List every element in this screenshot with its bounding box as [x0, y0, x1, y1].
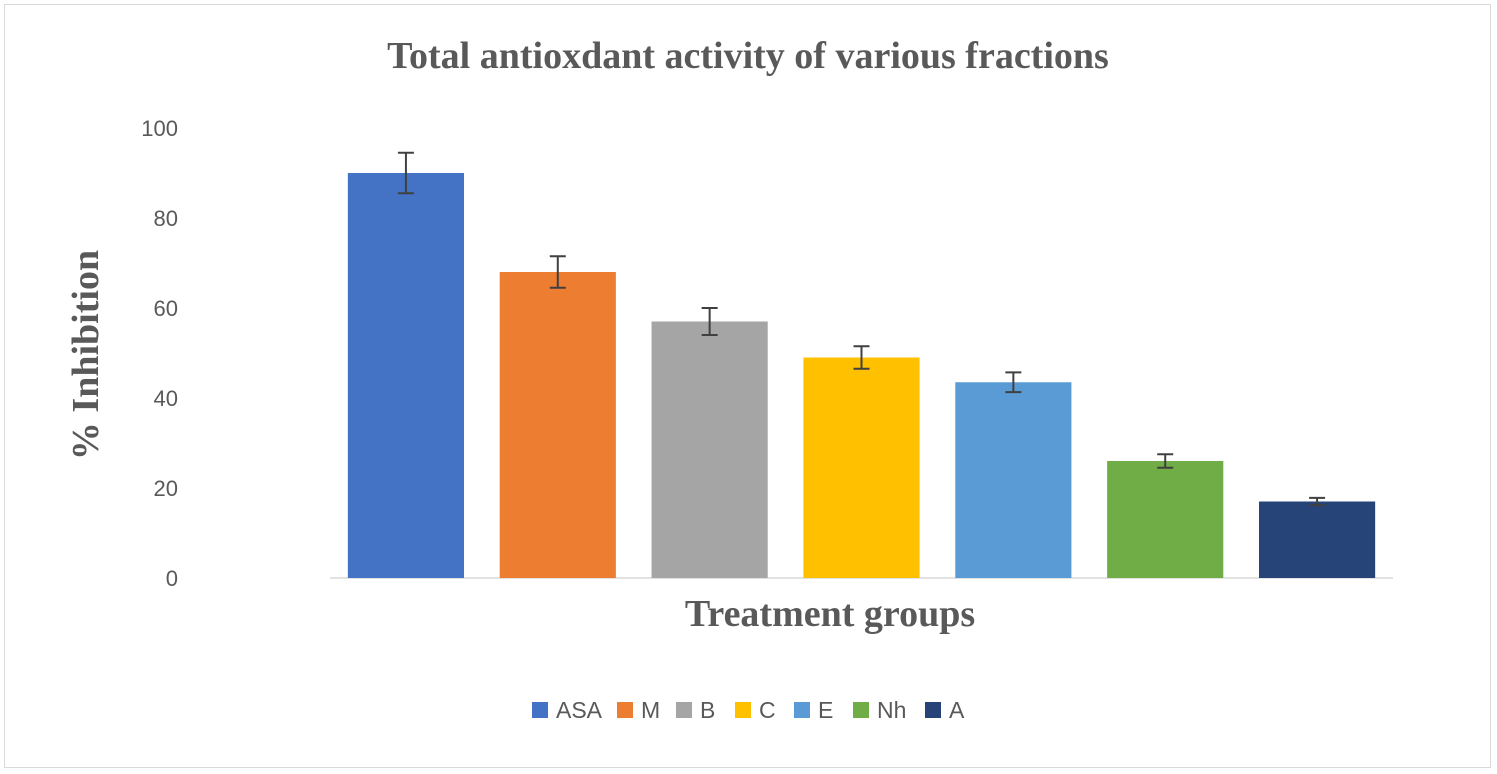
- y-tick-label: 0: [166, 566, 178, 591]
- legend-item-c: C: [735, 697, 776, 723]
- legend-item-asa: ASA: [532, 697, 603, 723]
- error-bar-nh: [1157, 453, 1174, 469]
- y-tick-label: 80: [154, 206, 178, 231]
- legend-item-a: A: [925, 697, 965, 723]
- error-bar-c: [853, 345, 870, 370]
- error-bar-a: [1309, 496, 1326, 507]
- legend-swatch: [676, 702, 692, 718]
- error-bar-asa: [397, 151, 414, 195]
- legend-swatch: [532, 702, 548, 718]
- bar-a: [1258, 501, 1376, 578]
- legend-swatch: [735, 702, 751, 718]
- y-axis-title: % Inhibition: [65, 250, 107, 460]
- y-tick-label: 100: [141, 116, 178, 141]
- legend-swatch: [617, 702, 633, 718]
- legend-item-b: B: [676, 697, 715, 723]
- legend-item-m: M: [617, 697, 660, 723]
- error-bar-m: [549, 255, 566, 289]
- legend-label: A: [949, 697, 965, 723]
- legend-swatch: [925, 702, 941, 718]
- error-bars-group: [397, 151, 1326, 507]
- legend-swatch: [794, 702, 810, 718]
- bar-b: [651, 321, 768, 578]
- legend-label: B: [700, 697, 715, 723]
- bars-group: [347, 173, 1376, 578]
- error-bar-b: [701, 307, 718, 336]
- legend-swatch: [853, 702, 869, 718]
- bar-c: [803, 357, 920, 578]
- legend: ASA M B C E Nh A: [532, 697, 965, 723]
- legend-item-e: E: [794, 697, 833, 723]
- y-tick-label: 20: [154, 476, 178, 501]
- y-tick-label: 60: [154, 296, 178, 321]
- chart-title: Total antioxdant activity of various fra…: [387, 35, 1109, 77]
- bar-nh: [1107, 461, 1224, 578]
- legend-label: C: [759, 697, 776, 723]
- legend-label: E: [818, 697, 833, 723]
- legend-label: M: [641, 697, 660, 723]
- legend-item-nh: Nh: [853, 697, 906, 723]
- x-axis-title: Treatment groups: [685, 593, 975, 635]
- bar-e: [955, 382, 1072, 578]
- error-bar-e: [1005, 371, 1022, 394]
- bar-m: [499, 272, 616, 578]
- bar-asa: [347, 173, 465, 578]
- legend-label: ASA: [556, 697, 603, 723]
- y-tick-label: 40: [154, 386, 178, 411]
- y-axis-ticks: 0 20 40 60 80 100: [141, 116, 178, 591]
- legend-label: Nh: [877, 697, 906, 723]
